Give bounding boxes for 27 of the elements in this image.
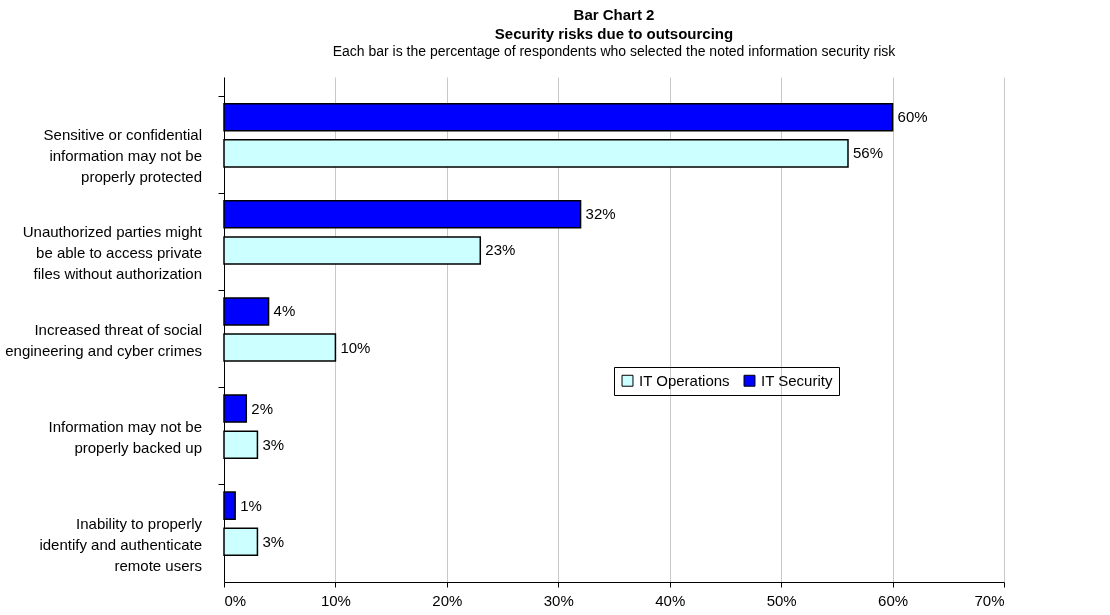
data-label: 3% [262, 532, 285, 550]
data-label: 23% [485, 241, 516, 259]
legend-label: IT Operations [639, 371, 730, 389]
data-label: 60% [897, 108, 928, 126]
x-tick-label: 50% [766, 591, 797, 609]
y-tick-label: Information may not be properly backed up [48, 417, 202, 456]
data-label: 2% [251, 399, 273, 417]
data-label: 4% [273, 302, 296, 320]
y-tick-label: Inability to properly identify and authenticate remote users [39, 514, 203, 574]
x-tick-label: 30% [543, 591, 574, 609]
x-tick-label: 0% [224, 591, 247, 609]
legend-label: IT Security [761, 371, 833, 389]
x-tick-label: 60% [878, 591, 909, 609]
x-tick-label: 40% [655, 591, 686, 609]
data-label: 1% [240, 496, 262, 514]
chart-title: Bar Chart 2 Security risks due to outsourcing [494, 6, 734, 42]
chart-subtitle: Each bar is the percentage of respondents who selected the noted information security risk [332, 43, 897, 59]
data-label: 56% [853, 144, 884, 162]
data-label: 10% [340, 338, 371, 356]
y-tick-label: Sensitive or confidential information may not be properly protected [43, 126, 202, 186]
x-tick-label: 20% [432, 591, 463, 609]
y-tick-label: Increased threat of social engineering and cyber crimes [5, 320, 202, 359]
x-tick-label: 70% [974, 591, 1005, 609]
data-label: 3% [262, 435, 285, 453]
x-tick-label: 10% [320, 591, 351, 609]
data-label: 32% [585, 205, 616, 223]
y-tick-label: Unauthorized parties might be able to access private files without authorization [22, 223, 203, 283]
